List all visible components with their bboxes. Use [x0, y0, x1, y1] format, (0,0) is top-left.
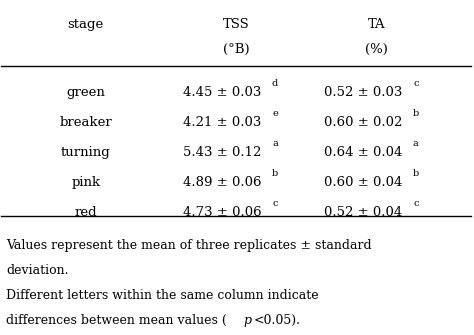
- Text: 4.21 ± 0.03: 4.21 ± 0.03: [183, 116, 261, 129]
- Text: breaker: breaker: [59, 116, 112, 129]
- Text: deviation.: deviation.: [6, 264, 69, 277]
- Text: Different letters within the same column indicate: Different letters within the same column…: [6, 289, 319, 302]
- Text: pink: pink: [71, 176, 100, 189]
- Text: d: d: [272, 79, 278, 88]
- Text: 5.43 ± 0.12: 5.43 ± 0.12: [183, 146, 261, 159]
- Text: green: green: [66, 86, 105, 99]
- Text: c: c: [272, 199, 278, 208]
- Text: 0.64 ± 0.04: 0.64 ± 0.04: [324, 146, 402, 159]
- Text: TA: TA: [368, 18, 386, 31]
- Text: turning: turning: [61, 146, 111, 159]
- Text: b: b: [413, 109, 419, 118]
- Text: a: a: [413, 139, 419, 148]
- Text: differences between mean values (: differences between mean values (: [6, 314, 227, 327]
- Text: (°B): (°B): [223, 43, 249, 56]
- Text: c: c: [413, 199, 419, 208]
- Text: c: c: [413, 79, 419, 88]
- Text: a: a: [272, 139, 278, 148]
- Text: 4.73 ± 0.06: 4.73 ± 0.06: [182, 206, 261, 219]
- Text: 0.60 ± 0.04: 0.60 ± 0.04: [324, 176, 402, 189]
- Text: stage: stage: [68, 18, 104, 31]
- Text: <0.05).: <0.05).: [254, 314, 301, 327]
- Text: b: b: [272, 169, 278, 178]
- Text: 0.60 ± 0.02: 0.60 ± 0.02: [324, 116, 402, 129]
- Text: 4.89 ± 0.06: 4.89 ± 0.06: [182, 176, 261, 189]
- Text: 0.52 ± 0.03: 0.52 ± 0.03: [324, 86, 402, 99]
- Text: p: p: [244, 314, 252, 327]
- Text: (%): (%): [365, 43, 388, 56]
- Text: b: b: [413, 169, 419, 178]
- Text: 4.45 ± 0.03: 4.45 ± 0.03: [183, 86, 261, 99]
- Text: 0.52 ± 0.04: 0.52 ± 0.04: [324, 206, 402, 219]
- Text: e: e: [272, 109, 278, 118]
- Text: Values represent the mean of three replicates ± standard: Values represent the mean of three repli…: [6, 239, 372, 252]
- Text: red: red: [74, 206, 97, 219]
- Text: TSS: TSS: [223, 18, 249, 31]
